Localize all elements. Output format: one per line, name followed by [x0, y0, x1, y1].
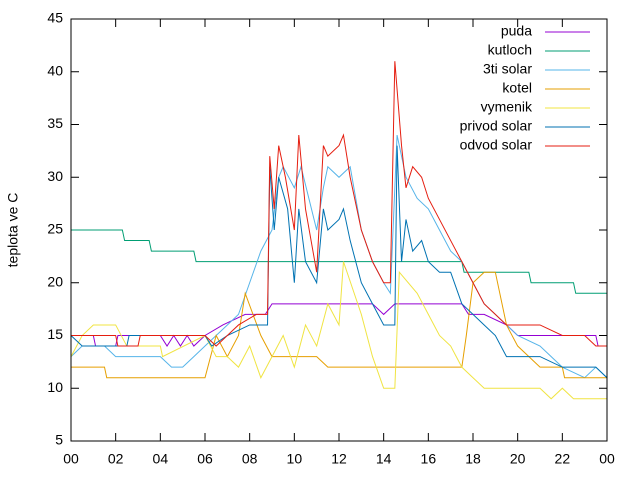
x-tick-label: 20 [510, 451, 526, 467]
y-tick-label: 15 [47, 326, 63, 342]
y-tick-label: 40 [47, 62, 63, 78]
x-tick-label: 08 [242, 451, 258, 467]
y-tick-label: 20 [47, 273, 63, 289]
y-tick-label: 10 [47, 379, 63, 395]
y-axis-label: teplota ve C [5, 193, 21, 268]
x-tick-label: 00 [63, 451, 79, 467]
series-line [71, 61, 607, 347]
plot-frame [70, 18, 608, 442]
series-line [70, 134, 608, 379]
y-tick-label: 35 [47, 115, 63, 131]
y-tick-label: 30 [47, 168, 63, 184]
legend-label: kutloch [488, 42, 532, 58]
x-tick-label: 02 [108, 451, 124, 467]
x-tick-label: 14 [376, 451, 392, 467]
legend-label: odvod solar [460, 137, 533, 153]
x-tick-label: 12 [331, 451, 347, 467]
x-tick-label: 04 [153, 451, 169, 467]
series-line [71, 229, 607, 294]
series-line [70, 145, 608, 379]
legend-label: puda [501, 23, 532, 39]
y-tick-label: 45 [47, 10, 63, 26]
legend-label: privod solar [460, 118, 533, 134]
series-line [71, 271, 607, 379]
x-tick-label: 00 [599, 451, 615, 467]
series-line [70, 261, 607, 400]
legend-label: kotel [502, 80, 532, 96]
y-tick-label: 5 [55, 432, 63, 448]
x-tick-label: 10 [287, 451, 303, 467]
legend-label: 3ti solar [483, 61, 532, 77]
x-tick-label: 22 [555, 451, 571, 467]
x-tick-label: 06 [197, 451, 213, 467]
legend-label: vymenik [481, 99, 533, 115]
x-tick-label: 16 [421, 451, 437, 467]
x-tick-label: 18 [465, 451, 481, 467]
y-tick-label: 25 [47, 221, 63, 237]
